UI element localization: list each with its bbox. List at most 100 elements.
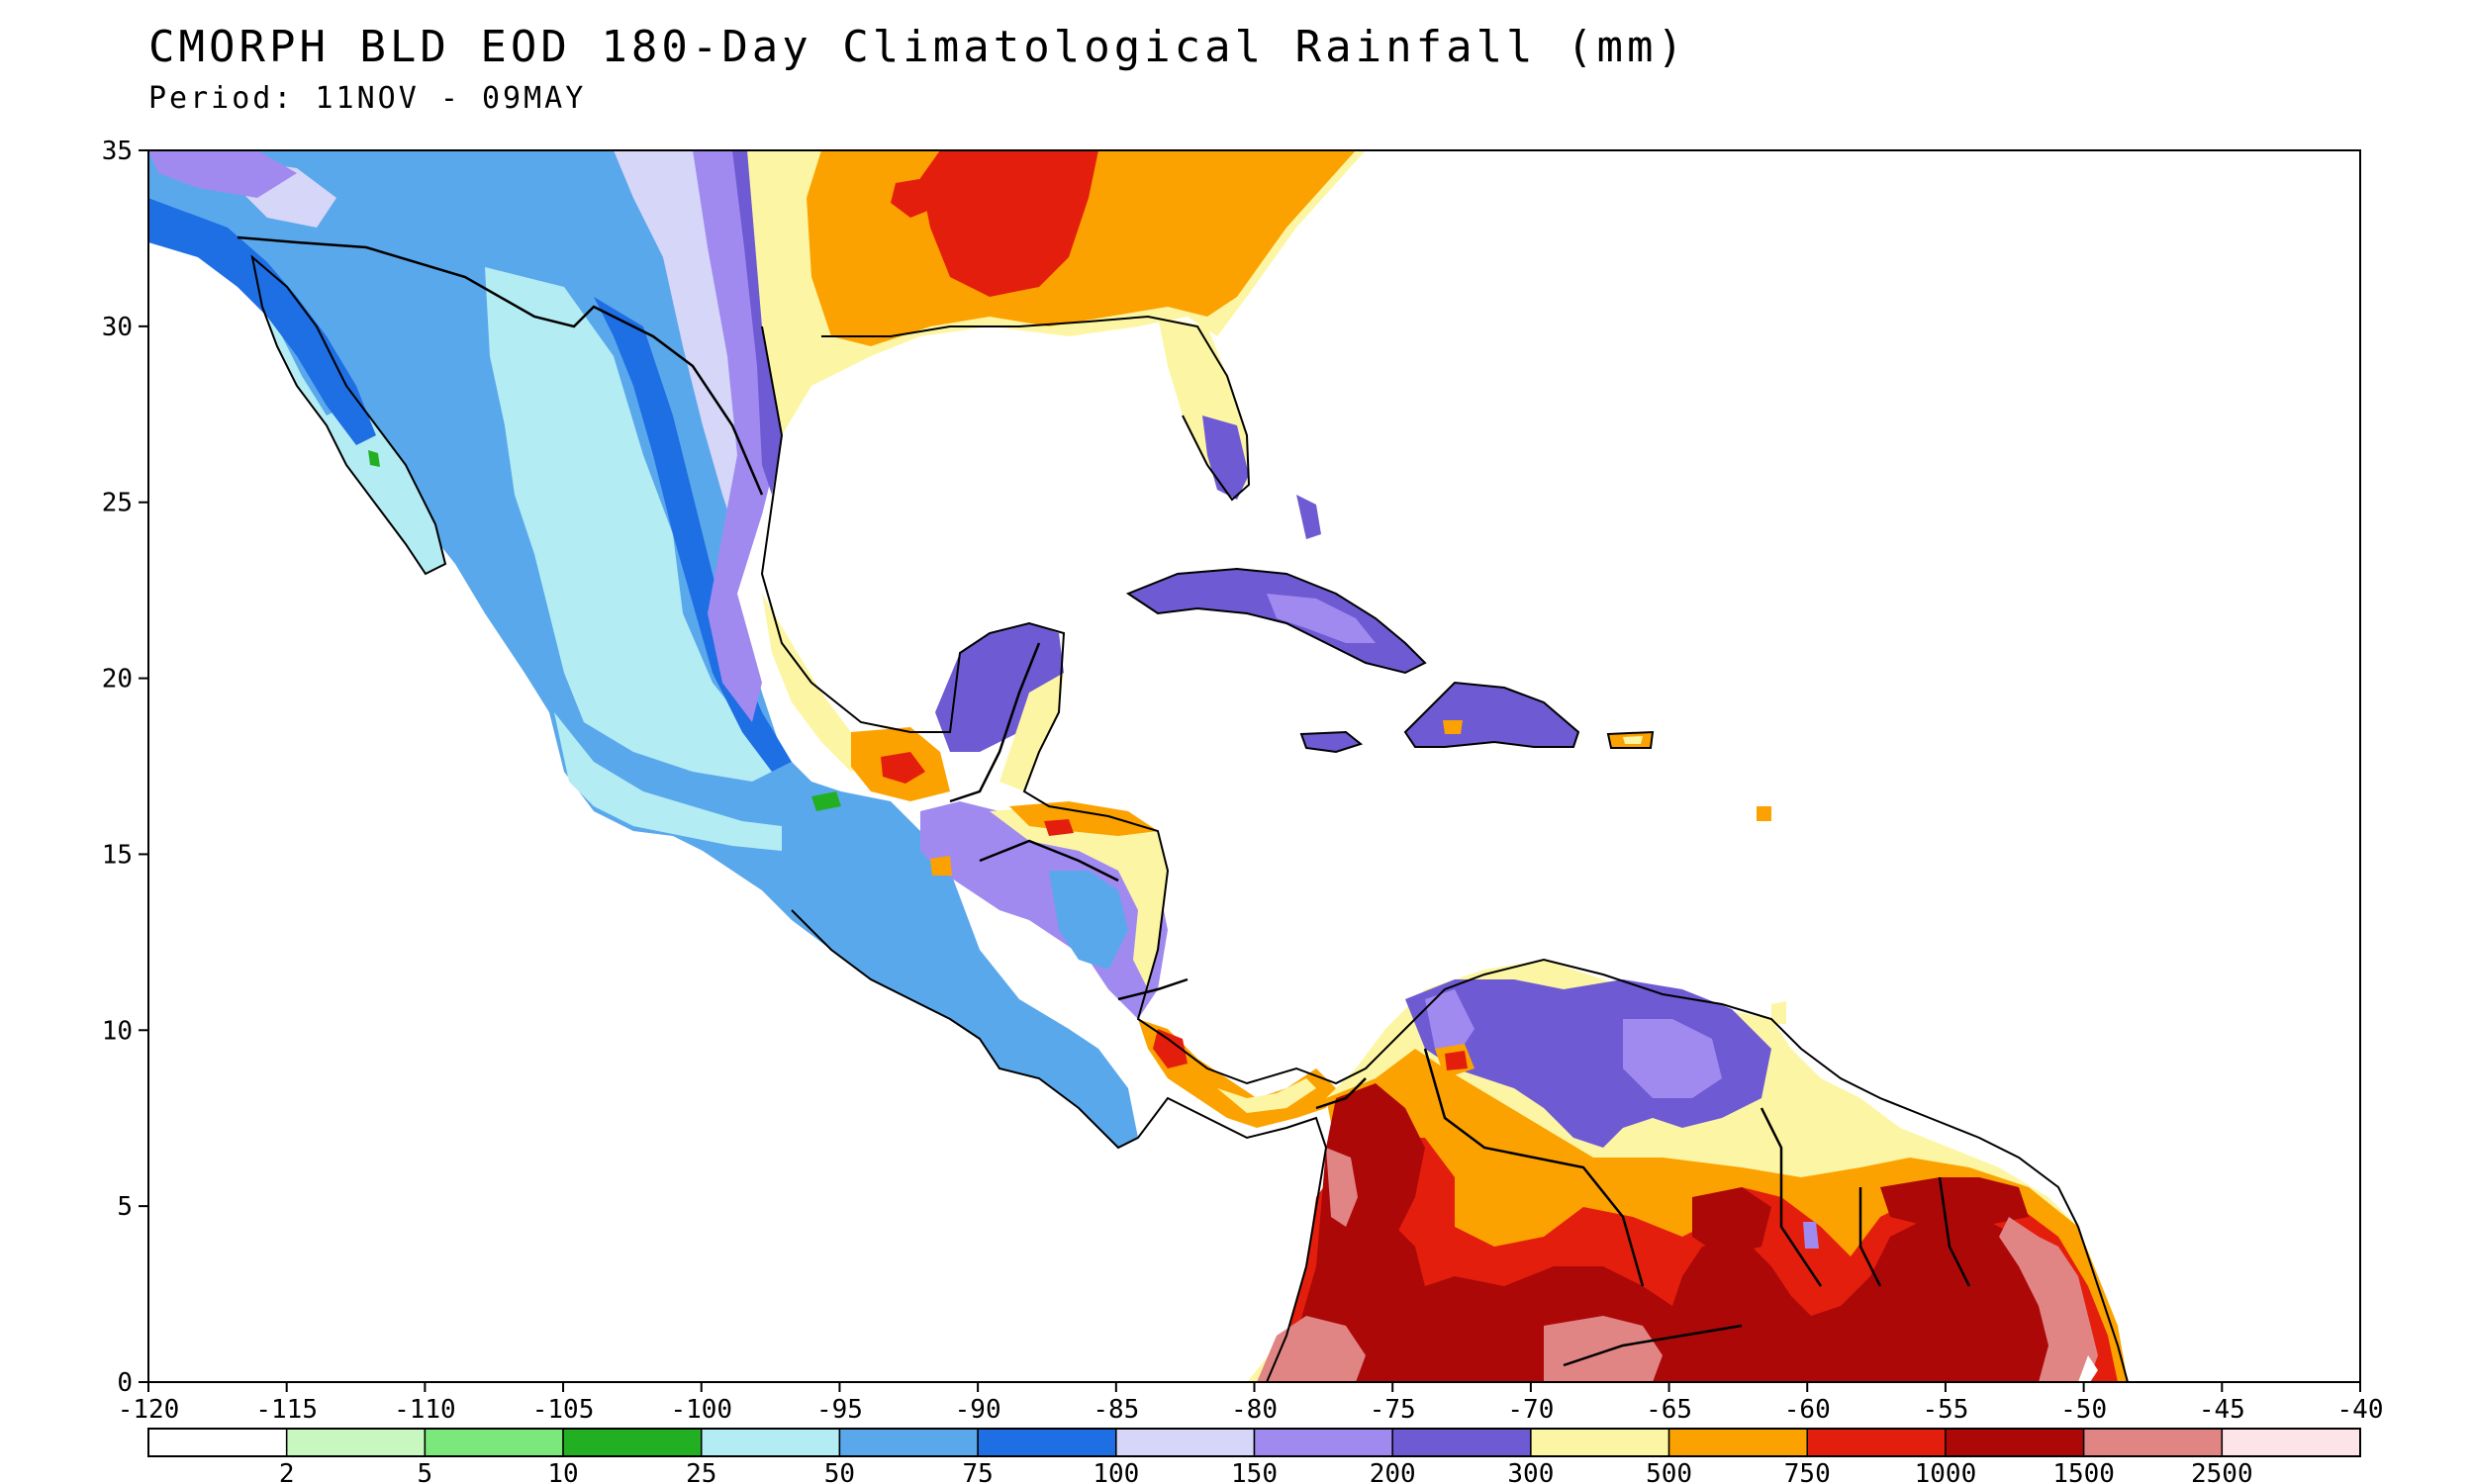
x-tick-label: -120: [118, 1395, 180, 1425]
legend-label: 1500: [2052, 1459, 2115, 1484]
legend-swatch: [2082, 1428, 2224, 1457]
x-tick-label: -95: [816, 1395, 863, 1425]
baja-green-spot: [368, 450, 380, 467]
legend-swatch: [424, 1428, 564, 1457]
mexico-interior-50: [485, 267, 792, 782]
amazon-pink: [1257, 1316, 1366, 1382]
x-tick-label: -45: [2199, 1395, 2245, 1425]
honduras-border: [979, 839, 1119, 882]
sierra-madre-100: [594, 297, 792, 772]
us-mexico-border: [237, 235, 764, 496]
honduras-yellow: [990, 806, 1168, 989]
x-tick-label: -105: [532, 1395, 595, 1425]
y-tick-label: 25: [102, 489, 133, 518]
y-tick-label: 15: [102, 840, 133, 870]
legend-label: 1000: [1915, 1459, 1977, 1484]
veracruz-yellow: [762, 594, 871, 772]
legend-swatch: [1806, 1428, 1947, 1457]
colombia-pacific-pink: [1326, 1148, 1358, 1227]
pacific-coastline: [791, 909, 1328, 1382]
country-borders: [237, 235, 1971, 1367]
legend-label: 75: [962, 1459, 993, 1484]
legend-label: 100: [1093, 1459, 1139, 1484]
legend-frame: [147, 1428, 2361, 1457]
map-subtitle: Period: 11NOV - 09MAY: [148, 81, 587, 116]
jamaica-coastline: [1299, 730, 1364, 754]
oaxaca-green: [811, 791, 841, 811]
gulf-coast-300: [732, 150, 782, 495]
legend-swatch: [2221, 1428, 2361, 1457]
legend-label: 25: [686, 1459, 716, 1484]
hispaniola-orange-spot: [1443, 720, 1463, 734]
x-tick-label: -75: [1370, 1395, 1416, 1425]
rainfall-field: [148, 150, 2128, 1382]
hispaniola-coastline: [1403, 681, 1580, 748]
legend-swatch: [1667, 1428, 1808, 1457]
lake-maracaibo-region: [1425, 989, 1475, 1059]
cuba-coastline: [1125, 567, 1427, 675]
guyana-purple-spot: [1803, 1222, 1819, 1249]
venezuela-red-spot: [1445, 1051, 1468, 1070]
bahamas-purple: [1296, 495, 1321, 539]
brazil-north-border: [1563, 1324, 1743, 1367]
costa-rica-red: [1153, 1029, 1188, 1068]
florida-purple: [1202, 416, 1249, 500]
y-tick-label: 30: [102, 313, 133, 342]
honduras-red: [1044, 819, 1074, 836]
legend-label: 200: [1370, 1459, 1416, 1484]
nicaragua-border: [1117, 977, 1189, 1001]
x-tick-label: -50: [2060, 1395, 2107, 1425]
lesser-antilles-orange: [1757, 806, 1771, 821]
venezuela-purple: [1405, 979, 1771, 1148]
brazil-east-pink: [1999, 1217, 2098, 1382]
sierra-madre-150: [614, 150, 762, 554]
guianas-dark-red: [1880, 1177, 2029, 1227]
legend-swatch: [838, 1428, 979, 1457]
legend-label: 10: [547, 1459, 578, 1484]
legend-swatch: [147, 1428, 288, 1457]
x-tick-label: -100: [670, 1395, 732, 1425]
coastlines: [250, 254, 2129, 1382]
x-tick-label: -55: [1922, 1395, 1968, 1425]
mexico-pacific-coast-50: [554, 712, 782, 851]
x-tick-label: -85: [1093, 1395, 1139, 1425]
legend-label: 150: [1231, 1459, 1278, 1484]
south-america-dark-red: [1286, 1217, 2078, 1382]
gulf-caribbean-coastline: [760, 325, 2129, 1382]
legend-swatch: [1391, 1428, 1532, 1457]
legend-label: 300: [1507, 1459, 1554, 1484]
guatemala-border: [949, 642, 1041, 803]
panama-yellow: [1217, 1078, 1316, 1113]
legend-swatch: [977, 1428, 1117, 1457]
upper-west-200: [148, 150, 297, 198]
y-tick-label: 10: [102, 1016, 133, 1046]
colombia-pacific-darkred: [1316, 1083, 1425, 1286]
legend-label: 50: [824, 1459, 855, 1484]
x-tick-label: -115: [255, 1395, 318, 1425]
legend-label: 2500: [2191, 1459, 2253, 1484]
cuba-light: [1267, 594, 1376, 643]
jamaica-purple: [1301, 732, 1361, 752]
y-tick-label: 0: [117, 1368, 133, 1398]
panama-colombia-border: [1315, 1077, 1367, 1110]
legend-label: 2: [279, 1459, 295, 1484]
tabasco-red: [881, 752, 925, 784]
x-tick-label: -60: [1784, 1395, 1831, 1425]
trinidad-land: [1771, 1001, 1786, 1024]
venezuela-guyana-border: [1760, 1107, 1823, 1287]
x-axis: -120 -115 -110 -105 -100 -95 -90 -85 -80 -75 -70 -6…: [118, 1382, 2384, 1425]
legend-swatch: [1530, 1428, 1670, 1457]
central-america-blue: [1049, 871, 1128, 970]
puerto-rico-coastline: [1606, 730, 1655, 749]
y-tick-label: 35: [102, 137, 133, 166]
puerto-rico-yellow: [1623, 736, 1643, 744]
guyana-suriname-border: [1858, 1187, 1882, 1287]
legend-swatch: [1945, 1428, 2085, 1457]
x-tick-label: -40: [2337, 1395, 2384, 1425]
us-south-red: [920, 150, 1098, 297]
legend-swatch: [1115, 1428, 1256, 1457]
amazon-pink-south: [1544, 1316, 1663, 1382]
legend-swatch: [701, 1428, 841, 1457]
mouth-amazon: [2078, 1355, 2098, 1382]
